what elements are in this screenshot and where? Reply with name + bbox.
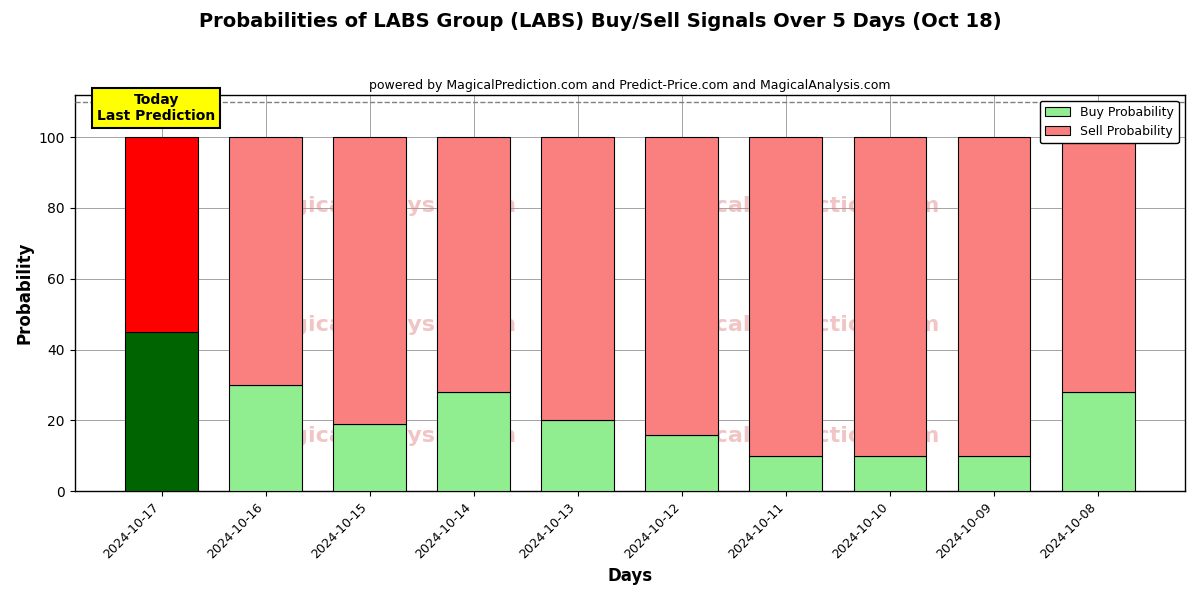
Bar xyxy=(334,137,406,424)
Bar xyxy=(334,424,406,491)
Bar xyxy=(437,392,510,491)
Bar xyxy=(125,137,198,332)
Bar xyxy=(1062,137,1134,392)
Bar xyxy=(229,137,302,385)
Text: Probabilities of LABS Group (LABS) Buy/Sell Signals Over 5 Days (Oct 18): Probabilities of LABS Group (LABS) Buy/S… xyxy=(199,12,1001,31)
Bar xyxy=(125,332,198,491)
Bar xyxy=(646,434,719,491)
X-axis label: Days: Days xyxy=(607,567,653,585)
Y-axis label: Probability: Probability xyxy=(16,242,34,344)
Text: Today
Last Prediction: Today Last Prediction xyxy=(97,92,216,123)
Bar xyxy=(646,137,719,434)
Text: MagicalAnalysis.com: MagicalAnalysis.com xyxy=(254,314,516,335)
Text: MagicalAnalysis.com: MagicalAnalysis.com xyxy=(254,426,516,446)
Text: MagicalPrediction.com: MagicalPrediction.com xyxy=(654,426,940,446)
Bar xyxy=(437,137,510,392)
Text: MagicalPrediction.com: MagicalPrediction.com xyxy=(654,196,940,215)
Bar xyxy=(541,421,614,491)
Bar xyxy=(750,137,822,456)
Text: MagicalPrediction.com: MagicalPrediction.com xyxy=(654,314,940,335)
Bar xyxy=(853,456,926,491)
Text: MagicalAnalysis.com: MagicalAnalysis.com xyxy=(254,196,516,215)
Bar xyxy=(958,456,1031,491)
Bar xyxy=(541,137,614,421)
Bar xyxy=(958,137,1031,456)
Legend: Buy Probability, Sell Probability: Buy Probability, Sell Probability xyxy=(1040,101,1178,143)
Bar xyxy=(1062,392,1134,491)
Bar xyxy=(229,385,302,491)
Title: powered by MagicalPrediction.com and Predict-Price.com and MagicalAnalysis.com: powered by MagicalPrediction.com and Pre… xyxy=(370,79,890,92)
Bar xyxy=(853,137,926,456)
Bar xyxy=(750,456,822,491)
